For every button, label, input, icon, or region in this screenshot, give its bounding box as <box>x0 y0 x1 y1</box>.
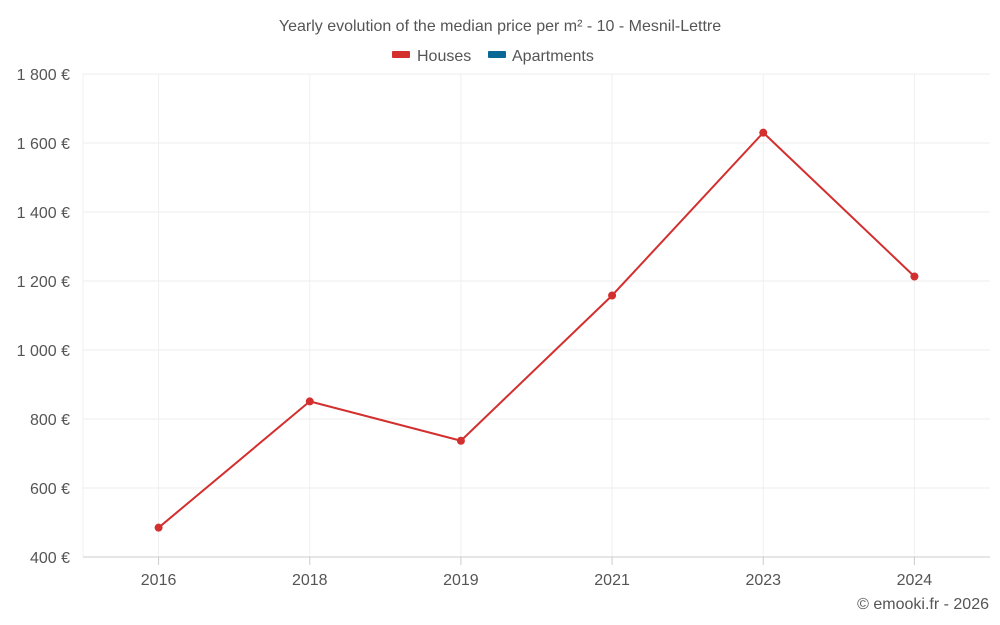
x-tick-label: 2018 <box>292 572 328 589</box>
legend-label-apartments: Apartments <box>512 48 594 65</box>
y-tick-label: 400 € <box>30 550 70 567</box>
x-tick-label: 2021 <box>594 572 630 589</box>
data-point-houses-2021[interactable] <box>608 291 617 300</box>
y-tick-label: 1 400 € <box>17 205 70 222</box>
series-houses <box>154 128 919 532</box>
y-tick-label: 1 200 € <box>17 274 70 291</box>
x-tick-label: 2024 <box>897 572 933 589</box>
y-axis-ticks: 400 € 600 € 800 € 1 000 € 1 200 € 1 400 € 1 60… <box>17 67 70 567</box>
data-point-houses-2024[interactable] <box>910 272 919 281</box>
legend-label-houses: Houses <box>417 48 471 65</box>
chart-title: Yearly evolution of the median price per… <box>279 18 721 35</box>
y-tick-label: 1 800 € <box>17 67 70 84</box>
x-tick-label: 2023 <box>745 572 781 589</box>
axes <box>83 556 990 565</box>
x-tick-label: 2016 <box>141 572 177 589</box>
data-point-houses-2019[interactable] <box>456 436 465 445</box>
y-tick-label: 1 000 € <box>17 343 70 360</box>
grid <box>82 73 990 557</box>
data-point-houses-2018[interactable] <box>305 397 314 406</box>
legend-item-apartments[interactable]: Apartments <box>488 48 594 65</box>
data-point-houses-2016[interactable] <box>154 523 163 532</box>
credit: © emooki.fr - 2026 <box>857 596 989 613</box>
legend-swatch-houses <box>392 51 410 58</box>
legend: Houses Apartments <box>392 48 594 65</box>
y-tick-label: 800 € <box>30 412 70 429</box>
series-line-houses <box>157 131 916 529</box>
legend-item-houses[interactable]: Houses <box>392 48 471 65</box>
legend-swatch-apartments <box>488 51 506 58</box>
y-tick-label: 1 600 € <box>17 136 70 153</box>
data-point-houses-2023[interactable] <box>759 128 768 137</box>
y-tick-label: 600 € <box>30 481 70 498</box>
x-tick-label: 2019 <box>443 572 479 589</box>
x-axis-ticks: 2016 2018 2019 2021 2023 2024 <box>141 572 933 589</box>
